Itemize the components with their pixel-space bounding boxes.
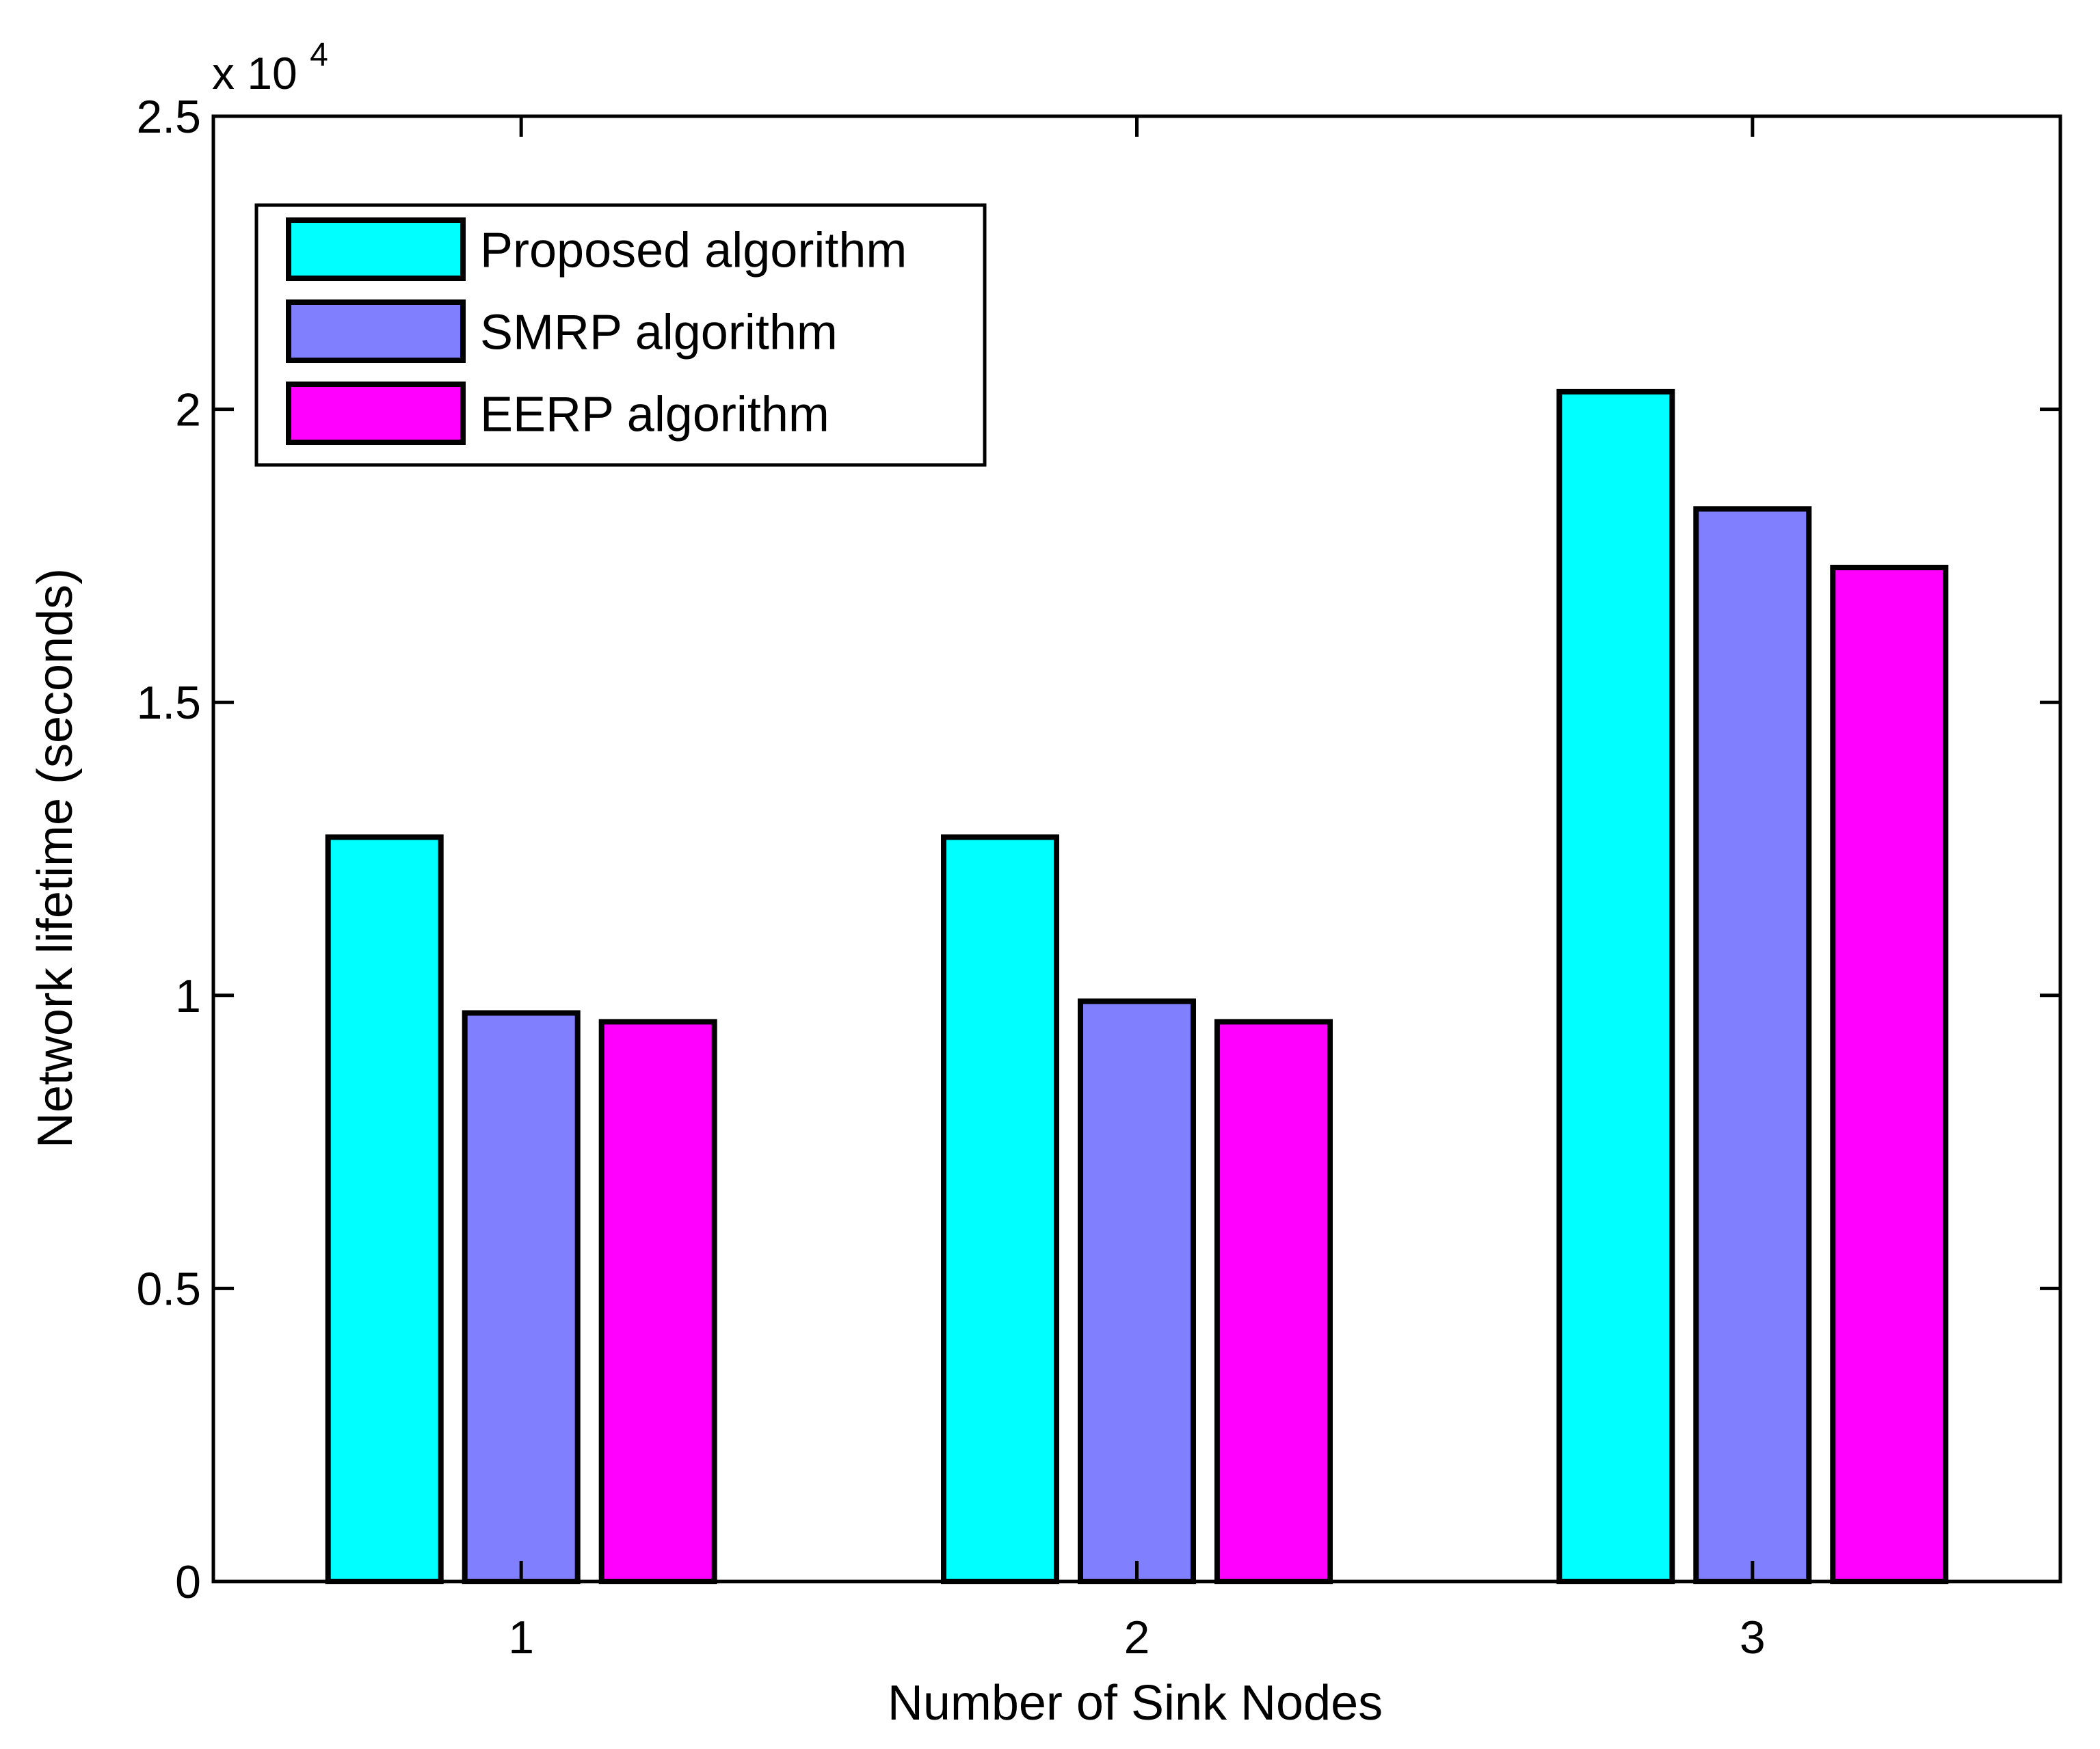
y-tick-label: 1.5: [136, 677, 201, 729]
y-tick-label: 0.5: [136, 1263, 201, 1315]
y-axis-multiplier-exponent: 4: [310, 37, 328, 73]
bar-smrp-algorithm-1: [462, 1010, 581, 1584]
bar-eerp-algorithm-1: [598, 1019, 717, 1584]
legend-swatch-smrp-algorithm: [286, 299, 466, 363]
y-axis-label: Network lifetime (seconds): [28, 568, 83, 1148]
x-tick-label: 1: [508, 1612, 534, 1664]
y-axis-multiplier: x 10 4: [212, 37, 328, 98]
legend: Proposed algorithm SMRP algorithm EERP alg…: [254, 203, 987, 467]
y-tick-labels: 0 0.5 1 1.5 2 2.5: [136, 91, 201, 1608]
x-tick-label: 2: [1124, 1612, 1150, 1664]
y-tick-label: 1: [175, 970, 201, 1022]
bar-eerp-algorithm-3: [1830, 565, 1949, 1584]
legend-swatch-proposed-algorithm: [286, 217, 466, 281]
legend-label: SMRP algorithm: [480, 306, 838, 360]
x-tick-labels: 1 2 3: [508, 1612, 1765, 1664]
bar-eerp-algorithm-2: [1214, 1019, 1333, 1584]
ticks-layer: [213, 114, 2060, 1584]
legend-label: Proposed algorithm: [480, 224, 907, 278]
y-tick-label: 0: [175, 1556, 201, 1608]
y-tick-label: 2: [175, 384, 201, 436]
x-tick-label: 3: [1740, 1612, 1766, 1664]
x-axis-label: Number of Sink Nodes: [888, 1676, 1383, 1731]
plot-area-frame: [211, 114, 2062, 1584]
y-axis-multiplier-base: x 10: [212, 48, 297, 98]
bar-proposed-algorithm-2: [941, 834, 1059, 1584]
legend-swatch-eerp-algorithm: [286, 382, 466, 445]
y-tick-label: 2.5: [136, 91, 201, 143]
bar-smrp-algorithm-2: [1078, 998, 1196, 1584]
bar-proposed-algorithm-1: [325, 834, 444, 1584]
legend-items: Proposed algorithm SMRP algorithm EERP alg…: [286, 217, 907, 445]
bar-proposed-algorithm-3: [1556, 388, 1675, 1584]
bar-smrp-algorithm-3: [1693, 506, 1812, 1584]
legend-label: EERP algorithm: [480, 388, 829, 442]
bars-layer: [325, 388, 1949, 1584]
